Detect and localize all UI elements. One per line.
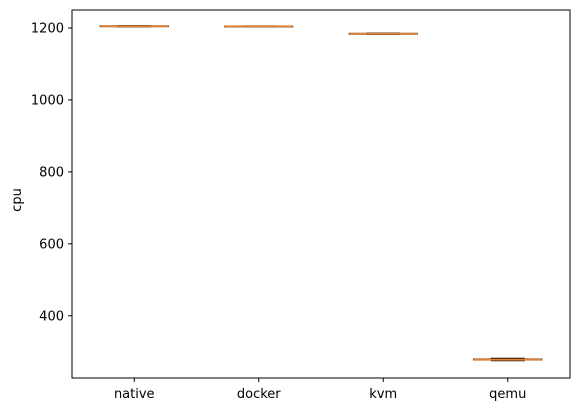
x-tick-label-qemu: qemu <box>489 387 526 402</box>
y-tick-label-800: 800 <box>39 165 64 180</box>
x-tick-label-native: native <box>114 387 155 402</box>
plot-frame <box>71 9 571 379</box>
y-tick-label-1200: 1200 <box>31 21 64 36</box>
y-tick-label-400: 400 <box>39 309 64 324</box>
y-tick-label-1000: 1000 <box>31 93 64 108</box>
x-tick-label-kvm: kvm <box>369 387 397 402</box>
y-axis-label: cpu <box>10 188 25 212</box>
x-tick-label-docker: docker <box>237 387 281 402</box>
y-tick-label-600: 600 <box>39 237 64 252</box>
plot-area: 400 600 800 1000 1200 native docker kvm qemu <box>31 9 571 402</box>
